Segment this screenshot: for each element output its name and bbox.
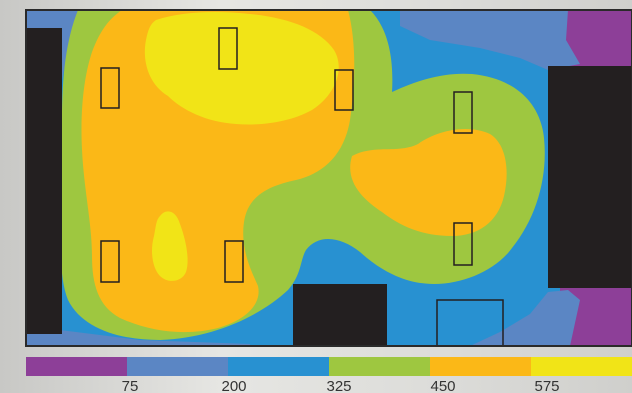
legend-tick-label: 325 bbox=[326, 378, 351, 393]
legend-bands bbox=[26, 357, 632, 376]
legend-tick-label: 200 bbox=[221, 378, 246, 393]
legend-tick-label: 75 bbox=[122, 378, 139, 393]
legend-band bbox=[228, 357, 330, 376]
legend-tick-label: 450 bbox=[430, 378, 455, 393]
legend-band bbox=[430, 357, 532, 376]
legend-ticks: 75 200 325 450 575 bbox=[122, 378, 560, 393]
legend-band bbox=[26, 357, 128, 376]
legend-band bbox=[329, 357, 431, 376]
legend-band bbox=[531, 357, 632, 376]
legend-band bbox=[127, 357, 229, 376]
legend-tick-label: 575 bbox=[534, 378, 559, 393]
